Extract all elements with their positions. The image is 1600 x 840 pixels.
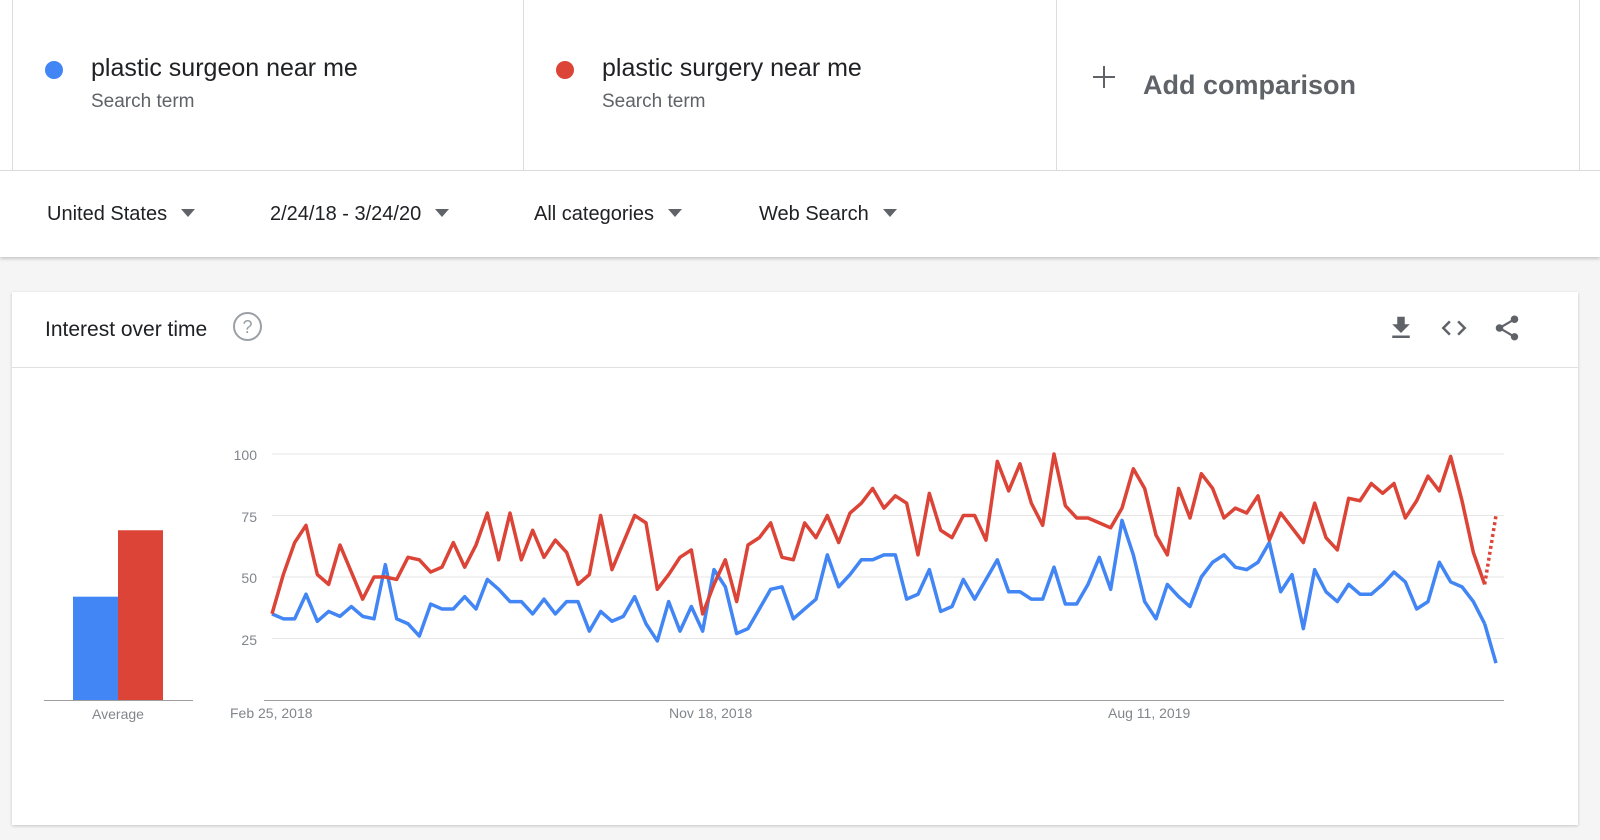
share-icon[interactable] (1492, 313, 1522, 343)
interest-chart (44, 452, 1504, 701)
series-line-partial (1482, 623, 1498, 664)
search-type-value: Web Search (759, 203, 869, 225)
average-bar (118, 530, 163, 700)
question-icon[interactable]: ? (233, 312, 262, 341)
filter-bar: United States 2/24/18 - 3/24/20 All cate… (0, 171, 1600, 257)
series-line (271, 518, 1487, 643)
add-comparison-label: Add comparison (1143, 70, 1357, 100)
term-name[interactable]: plastic surgery near me (602, 54, 862, 82)
term-card-2[interactable]: plastic surgery near me Search term (523, 0, 1034, 170)
term-subtitle: Search term (91, 91, 195, 112)
caret-down-icon (882, 208, 897, 217)
y-tick-label: 100 (233, 447, 257, 463)
x-tick-label: Feb 25, 2018 (230, 705, 313, 721)
series-line (270, 452, 1487, 616)
caret-down-icon (668, 208, 683, 217)
x-tick-label: Nov 18, 2018 (669, 705, 753, 721)
caret-down-icon (181, 208, 196, 217)
term-card-1[interactable]: plastic surgeon near me Search term (12, 0, 523, 170)
card-header: Interest over time ? (12, 292, 1578, 368)
y-tick-label: 75 (241, 509, 257, 525)
x-tick-label: Aug 11, 2019 (1108, 705, 1191, 721)
card-title: Interest over time (45, 318, 208, 341)
search-type-dropdown[interactable]: Web Search (759, 203, 897, 226)
region-dropdown[interactable]: United States (47, 203, 196, 226)
download-icon[interactable] (1386, 313, 1416, 343)
term-subtitle: Search term (602, 91, 706, 112)
embed-icon[interactable] (1439, 313, 1469, 343)
average-label: Average (92, 706, 144, 722)
caret-down-icon (435, 208, 450, 217)
term-name[interactable]: plastic surgeon near me (91, 54, 358, 82)
series-line-partial (1482, 515, 1498, 585)
date-range-dropdown[interactable]: 2/24/18 - 3/24/20 (270, 203, 450, 226)
add-comparison-button[interactable]: Add comparison (1056, 0, 1580, 170)
date-range-value: 2/24/18 - 3/24/20 (270, 203, 422, 225)
series-color-dot-red (556, 61, 574, 79)
series-color-dot-blue (45, 61, 63, 79)
category-dropdown[interactable]: All categories (534, 203, 683, 226)
y-tick-label: 25 (241, 632, 257, 648)
region-value: United States (47, 203, 168, 225)
category-value: All categories (534, 203, 655, 225)
y-tick-label: 50 (241, 570, 257, 586)
interest-over-time-card: Interest over time ? 100 75 50 25 Feb 25… (12, 292, 1578, 825)
comparison-bar: plastic surgeon near me Search term plas… (0, 0, 1600, 171)
plus-icon (1093, 66, 1115, 88)
average-bar (73, 596, 118, 700)
